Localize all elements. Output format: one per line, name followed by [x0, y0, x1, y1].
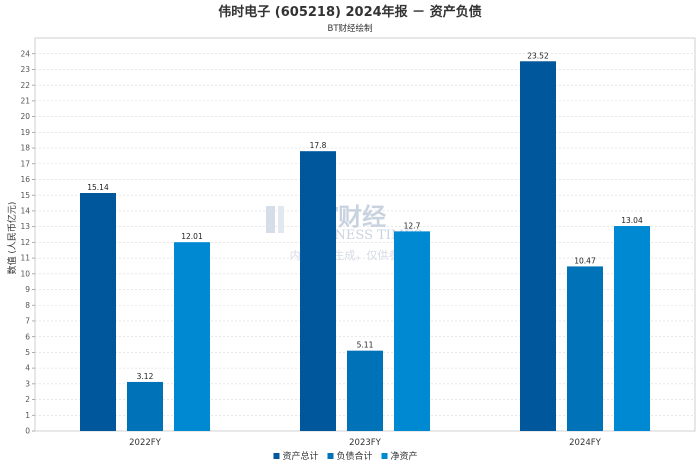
bar	[614, 226, 650, 431]
bar	[347, 350, 383, 431]
y-tick-label: 13	[20, 222, 30, 231]
data-label: 3.12	[137, 372, 154, 381]
watermark-logo-bar-2	[278, 206, 284, 233]
legend-item: 资产总计	[273, 450, 319, 462]
legend-label: 资产总计	[283, 450, 319, 462]
bar	[300, 151, 336, 431]
bar	[80, 192, 116, 431]
x-tick-label: 2022FY	[129, 438, 162, 448]
y-tick-label: 21	[20, 96, 30, 105]
bar	[567, 266, 603, 431]
legend-label: 净资产	[391, 450, 418, 462]
y-tick-label: 11	[20, 254, 30, 263]
data-label: 23.52	[527, 51, 549, 60]
bar	[174, 242, 210, 431]
legend-swatch	[273, 453, 280, 459]
data-label: 12.7	[404, 221, 421, 230]
y-tick-label: 9	[25, 285, 30, 294]
y-tick-label: 14	[20, 207, 30, 216]
y-tick-label: 19	[20, 128, 30, 137]
bar	[520, 61, 556, 432]
chart-title: 伟时电子 (605218) 2024年报 － 资产负债	[218, 4, 481, 20]
y-tick-label: 15	[20, 191, 30, 200]
y-tick-label: 24	[20, 49, 30, 58]
y-tick-label: 6	[25, 332, 30, 341]
y-tick-label: 22	[20, 81, 30, 90]
y-tick-label: 16	[20, 175, 30, 184]
legend-swatch	[327, 453, 334, 459]
y-tick-label: 18	[20, 144, 30, 153]
y-tick-label: 8	[25, 301, 30, 310]
legend: 资产总计 负债合计 净资产	[273, 450, 418, 462]
data-label: 5.11	[357, 341, 374, 350]
data-label: 15.14	[87, 183, 109, 192]
y-tick-label: 17	[20, 159, 30, 168]
data-label: 12.01	[181, 232, 203, 241]
y-tick-label: 3	[25, 379, 30, 388]
y-tick-label: 12	[20, 238, 30, 247]
y-tick-label: 2	[25, 395, 30, 404]
x-tick-label: 2024FY	[569, 438, 602, 448]
data-label: 17.8	[310, 141, 327, 150]
bar	[127, 381, 163, 431]
y-tick-label: 1	[25, 411, 30, 420]
y-tick-label: 0	[25, 427, 30, 436]
bar	[394, 231, 430, 431]
y-tick-label: 20	[20, 112, 30, 121]
y-axis-label: 数值 (人民币亿元)	[6, 202, 18, 275]
legend-label: 负债合计	[337, 450, 373, 462]
legend-item: 净资产	[381, 450, 418, 462]
bars-layer: 15.14 3.12 12.01 17.8 5.11 12.7 23.52 10.47 13.0…	[80, 51, 650, 432]
y-tick-label: 5	[25, 348, 30, 357]
watermark-logo-bar-1	[266, 206, 275, 233]
legend-swatch	[381, 453, 388, 459]
axis-layer: 0123456789101112131415161718192021222324…	[20, 49, 601, 448]
y-tick-label: 23	[20, 65, 30, 74]
x-tick-label: 2023FY	[349, 438, 382, 448]
y-tick-label: 10	[20, 269, 30, 278]
y-tick-label: 4	[25, 364, 30, 373]
legend-item: 负债合计	[327, 450, 373, 462]
data-label: 13.04	[621, 216, 643, 225]
chart-subtitle: BT财经绘制	[327, 23, 372, 34]
y-tick-label: 7	[25, 317, 30, 326]
data-label: 10.47	[574, 256, 596, 265]
